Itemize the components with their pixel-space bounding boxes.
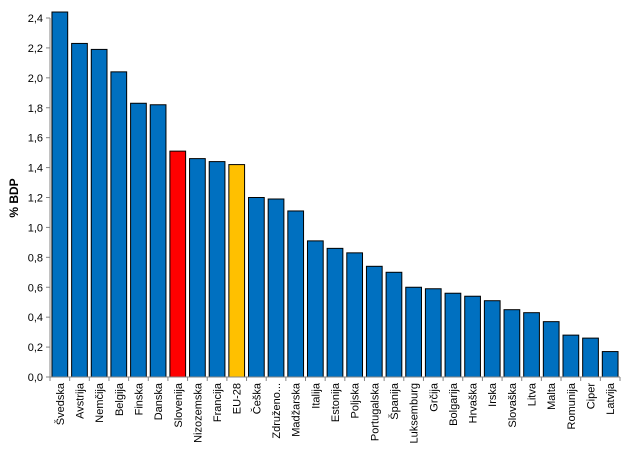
x-tick-label: Španija: [388, 382, 401, 420]
y-tick-label: 1,4: [28, 163, 43, 175]
bar-grčija: [424, 288, 442, 378]
bar-nizozemska: [189, 158, 206, 378]
x-tick-label: Litva: [527, 382, 539, 406]
y-tick-label: 0,8: [28, 252, 43, 264]
bar-bolgarija: [444, 292, 462, 378]
x-tick-label: EU-28: [232, 383, 244, 414]
bar-litva: [523, 312, 540, 378]
y-tick-label: 0,0: [28, 372, 43, 384]
bar-danska: [149, 104, 167, 378]
x-tick-label: Portugalska: [369, 382, 381, 441]
y-tick-label: 2,4: [28, 13, 43, 25]
x-tick-label: Estonija: [330, 382, 342, 422]
x-tick-label: Ciper: [586, 383, 598, 410]
y-tick-label: 0,6: [28, 282, 43, 294]
bar-irska: [483, 300, 501, 378]
x-tick-label: Italija: [310, 382, 322, 409]
x-tick-label: Malta: [546, 382, 558, 410]
x-tick-label: Hrvaška: [468, 382, 480, 423]
y-tick-label: 1,6: [28, 133, 43, 145]
bars: [51, 11, 619, 378]
bar-poljska: [346, 252, 364, 378]
x-tick-label: Danska: [153, 382, 165, 420]
bar-nemčija: [90, 48, 108, 378]
x-tick-label: Belgija: [114, 382, 126, 416]
x-tick-label: Latvija: [605, 382, 617, 415]
bar-romunija: [562, 334, 580, 378]
bar-malta: [542, 321, 560, 378]
bar-belgija: [110, 71, 128, 378]
x-tick-label: Bolgarija: [448, 382, 460, 426]
x-tick-label: Združeno...: [271, 383, 283, 439]
bar-španija: [385, 271, 403, 378]
bar-hrvaška: [464, 295, 481, 378]
x-tick-label: Češka: [250, 382, 263, 414]
bar-estonija: [326, 247, 344, 378]
x-tick-label: Grčija: [428, 382, 440, 412]
bar-združeno-: [267, 198, 285, 378]
x-tick-labels: Švedska Avstrija Nemčija Belgija Finska Dansk…: [54, 382, 617, 443]
y-tick-label: 1,2: [28, 193, 43, 205]
bar-portugalska: [365, 265, 383, 378]
x-tick-label: Irska: [487, 382, 499, 407]
x-tick-label: Madžarska: [291, 382, 303, 437]
bar-eu-28: [228, 164, 246, 378]
bar-švedska: [51, 11, 69, 378]
x-tick-label: Slovenija: [173, 382, 185, 428]
y-tick-label: 1,8: [28, 103, 43, 115]
y-tick-label: 2,0: [28, 73, 43, 85]
y-ticks: [46, 17, 50, 378]
bar-francija: [208, 161, 226, 378]
bar-češka: [248, 197, 265, 378]
y-tick-labels: 0,0 0,2 0,4 0,6 0,8 1,0 1,2 1,4 1,6 1,8 2,0 2,2 2,4: [28, 13, 43, 384]
axes: [49, 18, 621, 381]
x-tick-label: Luksemburg: [409, 383, 421, 444]
y-tick-label: 1,0: [28, 222, 43, 234]
bar-ciper: [582, 337, 599, 378]
y-tick-label: 0,2: [28, 342, 43, 354]
bar-finska: [130, 102, 147, 378]
bar-slovaška: [503, 309, 521, 378]
y-tick-label: 2,2: [28, 43, 43, 55]
x-tick-label: Poljska: [350, 382, 362, 418]
x-tick-label: Švedska: [54, 382, 67, 425]
x-tick-label: Avstrija: [74, 382, 86, 419]
x-tick-label: Finska: [133, 382, 145, 415]
bar-latvija: [601, 351, 619, 378]
y-axis-title: % BDP: [7, 178, 21, 217]
bar-madžarska: [287, 210, 305, 378]
bar-luksemburg: [405, 286, 422, 378]
x-tick-label: Romunija: [566, 382, 578, 429]
x-tick-label: Nemčija: [94, 382, 106, 423]
bar-avstrija: [71, 42, 88, 378]
x-tick-label: Nizozemska: [192, 382, 204, 443]
bar-slovenija: [169, 150, 187, 378]
y-tick-label: 0,4: [28, 312, 43, 324]
x-tick-label: Francija: [212, 382, 224, 422]
bar-italija: [306, 240, 324, 378]
x-tick-label: Slovaška: [507, 382, 519, 428]
